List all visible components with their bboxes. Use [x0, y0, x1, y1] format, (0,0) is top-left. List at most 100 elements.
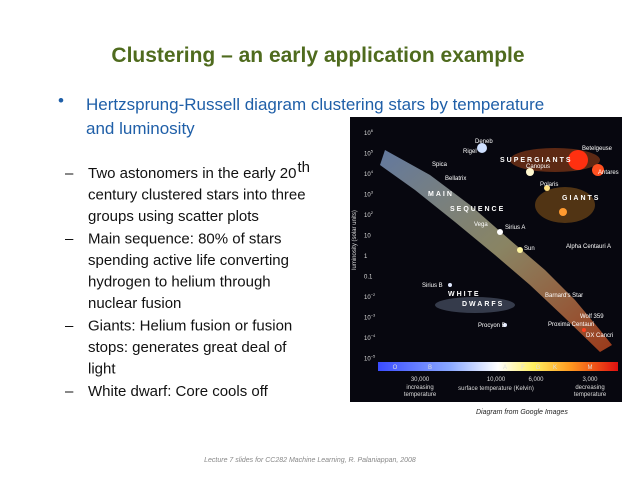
- slide-title: Clustering – an early application exampl…: [111, 44, 524, 67]
- star: [517, 247, 523, 253]
- dash-marker: –: [65, 231, 74, 248]
- tick-base: 1: [364, 254, 368, 260]
- image-caption: Diagram from Google Images: [476, 409, 568, 416]
- star: [559, 208, 567, 216]
- tick-exp: −3: [371, 313, 376, 318]
- y-tick-label: 10−2: [364, 292, 376, 301]
- sub-bullet-text: Giants: Helium fusion or fusion: [88, 318, 292, 335]
- star: [526, 168, 534, 176]
- white-dwarf-glow: [435, 297, 515, 313]
- star-name: Barnard's Star: [545, 293, 583, 299]
- tick-base: 10: [364, 213, 371, 219]
- star-name: DX Cancri: [586, 333, 613, 339]
- x-tick-label: 6,000: [528, 377, 544, 383]
- x-tick-label: 30,000: [411, 377, 430, 383]
- sub-bullet-text: stops: generates great deal of: [88, 339, 287, 356]
- y-tick-label: 105: [364, 149, 374, 158]
- star-name: Sirius B: [422, 283, 443, 289]
- star: [477, 143, 487, 153]
- tick-exp: −2: [371, 292, 376, 297]
- star: [448, 283, 452, 287]
- sub-bullet-text: hydrogen to helium through: [88, 274, 271, 291]
- tick-base: 10: [364, 316, 371, 322]
- star-name: Rigel: [463, 149, 477, 155]
- sub-bullet-text: Main sequence: 80% of stars: [88, 231, 281, 248]
- hr-diagram: luminosity (solar units) 106105104103102…: [350, 117, 622, 402]
- tick-exp: 3: [371, 190, 374, 195]
- spectral-class: O: [393, 365, 398, 371]
- region-label: GIANTS: [562, 195, 600, 202]
- giant-glow: [535, 187, 595, 223]
- star-name: Sirius A: [505, 225, 525, 231]
- sub-bullet-text: nuclear fusion: [88, 295, 181, 312]
- star-name: Proxima Centauri: [548, 322, 594, 328]
- bullet-marker: •: [58, 91, 64, 110]
- tick-exp: 5: [371, 149, 374, 154]
- star-name: Wolf 359: [580, 314, 604, 320]
- star-name: Deneb: [475, 139, 493, 145]
- region-label: WHITE: [448, 291, 481, 298]
- star: [544, 185, 550, 191]
- star-name: Bellatrix: [445, 176, 466, 182]
- region-label: DWARFS: [462, 301, 504, 308]
- sub-bullet-text: spending active life converting: [88, 252, 289, 269]
- sub-bullet-text: White dwarf: Core cools off: [88, 383, 269, 400]
- star-name: Betelgeuse: [582, 146, 613, 152]
- footer: Lecture 7 slides for CC282 Machine Learn…: [204, 457, 416, 464]
- dash-marker: –: [65, 165, 74, 182]
- y-tick-label: 103: [364, 190, 374, 199]
- dash-marker: –: [65, 383, 74, 400]
- y-tick-label: 10: [364, 234, 371, 240]
- bullet-text: and luminosity: [86, 119, 195, 138]
- tick-base: 10: [364, 336, 371, 342]
- sub-bullets: – Two astonomers in the early 20 thcentury…: [65, 159, 310, 400]
- region-label: SEQUENCE: [450, 206, 505, 213]
- star: [582, 328, 586, 332]
- tick-base: 10: [364, 152, 371, 158]
- y-tick-label: 1: [364, 254, 368, 260]
- star: [503, 323, 507, 327]
- star-name: Antares: [598, 170, 619, 176]
- spectral-class: K: [553, 365, 557, 371]
- y-tick-label: 102: [364, 210, 374, 219]
- dash-marker: –: [65, 318, 74, 335]
- tick-base: 10: [364, 193, 371, 199]
- x-label: temperature: [404, 392, 437, 398]
- tick-base: 0.1: [364, 275, 373, 281]
- star-name: Spica: [432, 162, 448, 168]
- x-label: increasing: [406, 385, 433, 391]
- region-label: SUPERGIANTS: [500, 157, 573, 164]
- y-tick-label: 104: [364, 169, 374, 178]
- tick-exp: −5: [371, 354, 376, 359]
- sub-bullet-text: light: [88, 361, 116, 378]
- star-name: Vega: [474, 222, 488, 228]
- x-label: surface temperature (Kelvin): [458, 386, 534, 392]
- star-name: Sun: [524, 246, 535, 252]
- star: [497, 229, 503, 235]
- star: [568, 150, 588, 170]
- x-label: temperature: [574, 392, 607, 398]
- star-name: Polaris: [540, 182, 558, 188]
- y-tick-label: 106: [364, 128, 374, 137]
- tick-exp: −4: [371, 333, 376, 338]
- x-tick-label: 3,000: [582, 377, 598, 383]
- tick-base: 10: [364, 172, 371, 178]
- y-tick-label: 10−4: [364, 333, 376, 342]
- spectral-class: M: [588, 365, 593, 371]
- y-axis-label: luminosity (solar units): [352, 210, 358, 270]
- spectral-class: G: [536, 365, 541, 371]
- tick-exp: 2: [371, 210, 374, 215]
- tick-base: 10: [364, 234, 371, 240]
- x-tick-label: 10,000: [487, 377, 506, 383]
- y-tick-label: 0.1: [364, 275, 373, 281]
- bullet-text: Hertzsprung-Russell diagram clustering s…: [86, 95, 544, 114]
- tick-exp: 4: [371, 169, 374, 174]
- spectral-class: F: [521, 365, 525, 371]
- star: [592, 164, 604, 176]
- region-label: MAIN: [428, 191, 454, 198]
- tick-base: 10: [364, 295, 371, 301]
- star-name: Alpha Centauri A: [566, 244, 611, 250]
- spectral-class: A: [503, 365, 507, 371]
- tick-base: 10: [364, 357, 371, 363]
